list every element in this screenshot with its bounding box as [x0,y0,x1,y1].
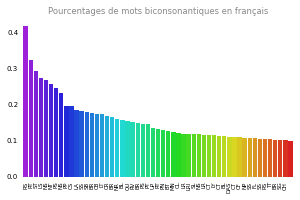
Bar [39,78,43,177]
Bar [125,121,130,177]
Bar [222,136,226,177]
Bar [283,140,288,177]
Bar [90,113,94,177]
Bar [196,134,201,177]
Bar [242,138,247,177]
Bar [176,133,181,177]
Bar [268,139,272,177]
Bar [212,135,216,177]
Bar [161,130,165,177]
Bar [151,128,155,177]
Bar [64,106,68,177]
Bar [237,137,242,177]
Bar [74,110,79,177]
Bar [120,120,124,177]
Bar [54,88,58,177]
Bar [156,129,160,177]
Bar [273,140,278,177]
Bar [34,71,38,177]
Bar [23,26,28,177]
Bar [44,80,48,177]
Bar [105,116,109,177]
Bar [130,122,135,177]
Bar [192,134,196,177]
Bar [80,111,84,177]
Bar [207,135,211,177]
Bar [110,117,114,177]
Bar [248,138,252,177]
Bar [136,123,140,177]
Bar [187,134,191,177]
Bar [217,136,221,177]
Bar [85,112,89,177]
Bar [141,124,145,177]
Bar [232,137,237,177]
Bar [28,60,33,177]
Bar [202,135,206,177]
Bar [115,119,119,177]
Bar [263,139,267,177]
Bar [69,106,74,177]
Title: Pourcentages de mots biconsonantiques en français: Pourcentages de mots biconsonantiques en… [48,7,268,16]
Bar [59,93,63,177]
Bar [227,137,232,177]
Bar [278,140,283,177]
Bar [100,114,104,177]
Bar [258,139,262,177]
Bar [182,134,186,177]
Bar [95,114,99,177]
Bar [171,132,176,177]
Bar [49,84,53,177]
Bar [288,141,293,177]
Bar [253,138,257,177]
Bar [166,131,170,177]
Bar [146,124,150,177]
